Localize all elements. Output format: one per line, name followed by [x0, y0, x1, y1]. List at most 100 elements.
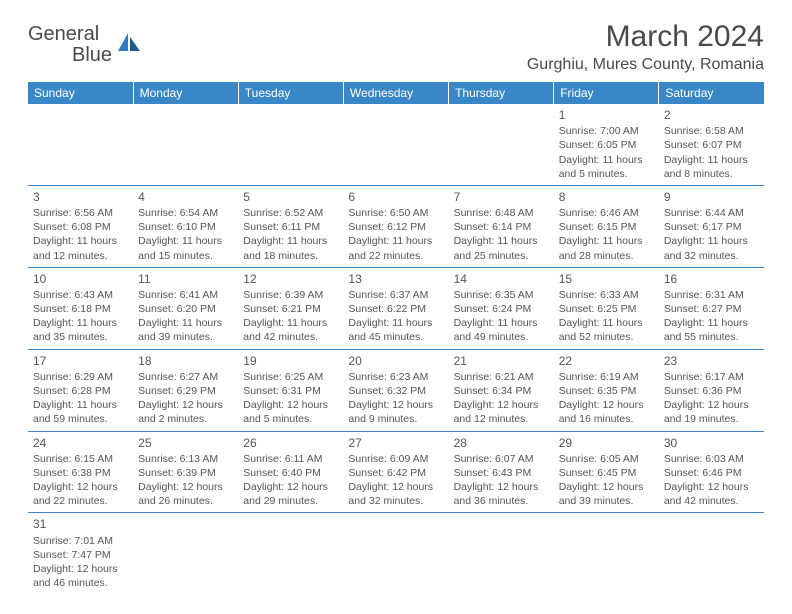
cell-line: Daylight: 12 hours: [348, 480, 443, 494]
calendar-cell: 20Sunrise: 6:23 AMSunset: 6:32 PMDayligh…: [343, 349, 448, 431]
calendar-cell: [238, 104, 343, 185]
cell-line: and 39 minutes.: [559, 494, 654, 508]
cell-line: and 26 minutes.: [138, 494, 233, 508]
cell-line: Daylight: 11 hours: [33, 316, 128, 330]
calendar-row: 17Sunrise: 6:29 AMSunset: 6:28 PMDayligh…: [28, 349, 764, 431]
cell-line: and 22 minutes.: [348, 249, 443, 263]
cell-line: Daylight: 12 hours: [664, 398, 759, 412]
cell-line: Sunset: 6:20 PM: [138, 302, 233, 316]
location: Gurghiu, Mures County, Romania: [527, 56, 764, 74]
cell-line: Sunrise: 6:41 AM: [138, 288, 233, 302]
cell-line: Daylight: 12 hours: [348, 398, 443, 412]
calendar-table: SundayMondayTuesdayWednesdayThursdayFrid…: [28, 82, 764, 594]
cell-line: and 16 minutes.: [559, 412, 654, 426]
cell-line: and 42 minutes.: [243, 330, 338, 344]
calendar-cell: 4Sunrise: 6:54 AMSunset: 6:10 PMDaylight…: [133, 185, 238, 267]
cell-line: Daylight: 11 hours: [559, 234, 654, 248]
cell-line: Sunset: 6:25 PM: [559, 302, 654, 316]
day-number: 13: [348, 271, 443, 287]
cell-line: Daylight: 12 hours: [664, 480, 759, 494]
calendar-cell: [449, 513, 554, 594]
cell-line: Sunset: 6:14 PM: [454, 220, 549, 234]
day-number: 21: [454, 353, 549, 369]
cell-line: Daylight: 11 hours: [243, 316, 338, 330]
calendar-page: General Blue March 2024 Gurghiu, Mures C…: [0, 0, 792, 614]
cell-line: Sunrise: 6:03 AM: [664, 452, 759, 466]
cell-line: Sunrise: 7:01 AM: [33, 534, 128, 548]
cell-line: Daylight: 12 hours: [243, 480, 338, 494]
cell-line: Sunset: 6:11 PM: [243, 220, 338, 234]
cell-line: Sunset: 6:29 PM: [138, 384, 233, 398]
day-number: 2: [664, 107, 759, 123]
day-number: 15: [559, 271, 654, 287]
cell-line: and 15 minutes.: [138, 249, 233, 263]
month-title: March 2024: [527, 20, 764, 54]
day-number: 20: [348, 353, 443, 369]
cell-line: Sunrise: 6:37 AM: [348, 288, 443, 302]
cell-line: Sunset: 6:15 PM: [559, 220, 654, 234]
day-number: 19: [243, 353, 338, 369]
calendar-cell: 14Sunrise: 6:35 AMSunset: 6:24 PMDayligh…: [449, 267, 554, 349]
day-number: 30: [664, 435, 759, 451]
day-number: 11: [138, 271, 233, 287]
day-number: 3: [33, 189, 128, 205]
cell-line: Sunrise: 6:07 AM: [454, 452, 549, 466]
calendar-row: 24Sunrise: 6:15 AMSunset: 6:38 PMDayligh…: [28, 431, 764, 513]
cell-line: and 5 minutes.: [559, 167, 654, 181]
calendar-cell: 23Sunrise: 6:17 AMSunset: 6:36 PMDayligh…: [659, 349, 764, 431]
day-number: 6: [348, 189, 443, 205]
cell-line: Sunrise: 6:23 AM: [348, 370, 443, 384]
cell-line: Sunrise: 6:58 AM: [664, 124, 759, 138]
day-number: 14: [454, 271, 549, 287]
cell-line: and 12 minutes.: [33, 249, 128, 263]
calendar-cell: 27Sunrise: 6:09 AMSunset: 6:42 PMDayligh…: [343, 431, 448, 513]
cell-line: Sunrise: 6:54 AM: [138, 206, 233, 220]
calendar-cell: 19Sunrise: 6:25 AMSunset: 6:31 PMDayligh…: [238, 349, 343, 431]
cell-line: Daylight: 12 hours: [243, 398, 338, 412]
cell-line: and 36 minutes.: [454, 494, 549, 508]
cell-line: and 5 minutes.: [243, 412, 338, 426]
day-header: Sunday: [28, 82, 133, 104]
cell-line: and 8 minutes.: [664, 167, 759, 181]
cell-line: Daylight: 12 hours: [33, 480, 128, 494]
cell-line: Sunset: 6:07 PM: [664, 138, 759, 152]
calendar-cell: 16Sunrise: 6:31 AMSunset: 6:27 PMDayligh…: [659, 267, 764, 349]
calendar-cell: [28, 104, 133, 185]
calendar-row: 10Sunrise: 6:43 AMSunset: 6:18 PMDayligh…: [28, 267, 764, 349]
cell-line: Sunset: 6:27 PM: [664, 302, 759, 316]
cell-line: Sunrise: 6:21 AM: [454, 370, 549, 384]
cell-line: Sunset: 6:36 PM: [664, 384, 759, 398]
cell-line: Sunset: 6:45 PM: [559, 466, 654, 480]
cell-line: Daylight: 12 hours: [559, 398, 654, 412]
cell-line: Sunset: 6:17 PM: [664, 220, 759, 234]
cell-line: Daylight: 11 hours: [664, 234, 759, 248]
calendar-cell: 10Sunrise: 6:43 AMSunset: 6:18 PMDayligh…: [28, 267, 133, 349]
cell-line: and 25 minutes.: [454, 249, 549, 263]
cell-line: Sunset: 6:43 PM: [454, 466, 549, 480]
cell-line: and 19 minutes.: [664, 412, 759, 426]
cell-line: and 52 minutes.: [559, 330, 654, 344]
cell-line: and 2 minutes.: [138, 412, 233, 426]
cell-line: and 18 minutes.: [243, 249, 338, 263]
cell-line: Sunrise: 6:33 AM: [559, 288, 654, 302]
cell-line: Daylight: 12 hours: [559, 480, 654, 494]
calendar-cell: [133, 104, 238, 185]
day-number: 8: [559, 189, 654, 205]
day-number: 9: [664, 189, 759, 205]
cell-line: Sunrise: 6:39 AM: [243, 288, 338, 302]
calendar-cell: 31Sunrise: 7:01 AMSunset: 7:47 PMDayligh…: [28, 513, 133, 594]
cell-line: and 42 minutes.: [664, 494, 759, 508]
cell-line: Sunrise: 6:19 AM: [559, 370, 654, 384]
cell-line: Daylight: 11 hours: [348, 316, 443, 330]
calendar-cell: 17Sunrise: 6:29 AMSunset: 6:28 PMDayligh…: [28, 349, 133, 431]
cell-line: Daylight: 12 hours: [138, 398, 233, 412]
day-number: 12: [243, 271, 338, 287]
calendar-cell: 7Sunrise: 6:48 AMSunset: 6:14 PMDaylight…: [449, 185, 554, 267]
cell-line: and 32 minutes.: [664, 249, 759, 263]
cell-line: Sunset: 6:28 PM: [33, 384, 128, 398]
cell-line: and 35 minutes.: [33, 330, 128, 344]
calendar-cell: 30Sunrise: 6:03 AMSunset: 6:46 PMDayligh…: [659, 431, 764, 513]
cell-line: and 49 minutes.: [454, 330, 549, 344]
sail-icon: [116, 31, 142, 60]
cell-line: Sunset: 6:40 PM: [243, 466, 338, 480]
